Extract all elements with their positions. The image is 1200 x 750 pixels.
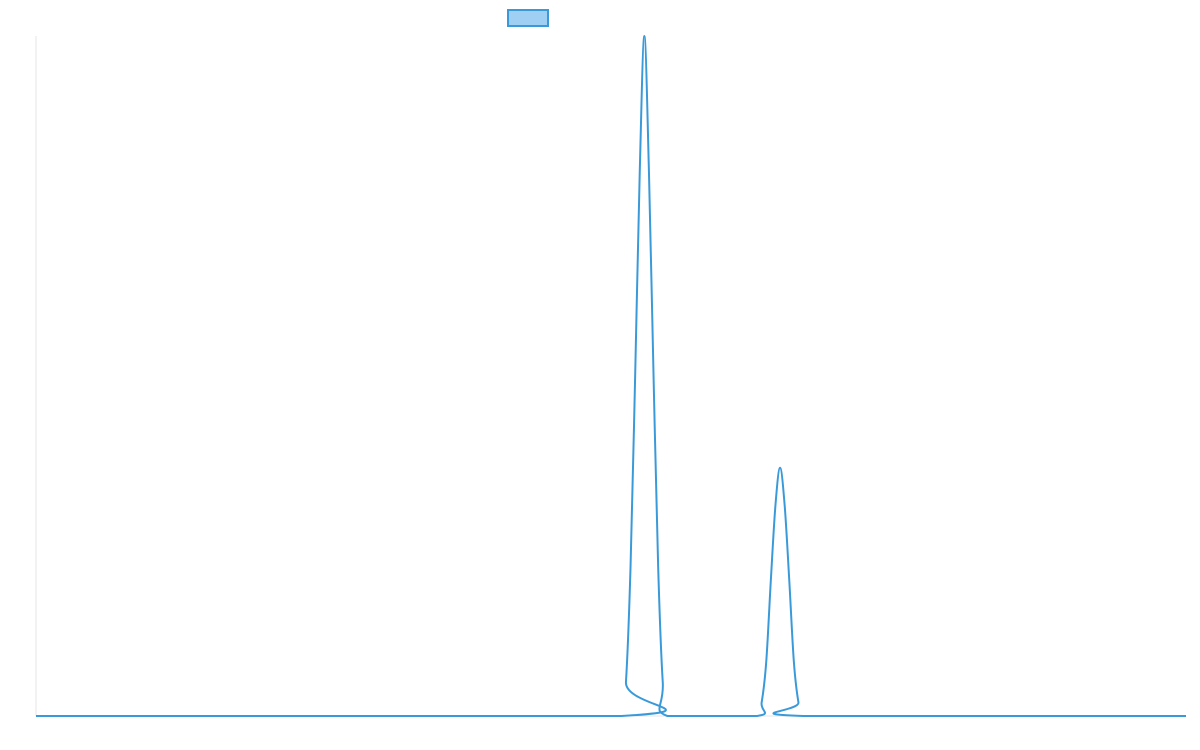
series-line-0[interactable] — [36, 35, 1186, 718]
series-layer — [36, 35, 1186, 718]
legend-swatch[interactable] — [507, 9, 549, 27]
